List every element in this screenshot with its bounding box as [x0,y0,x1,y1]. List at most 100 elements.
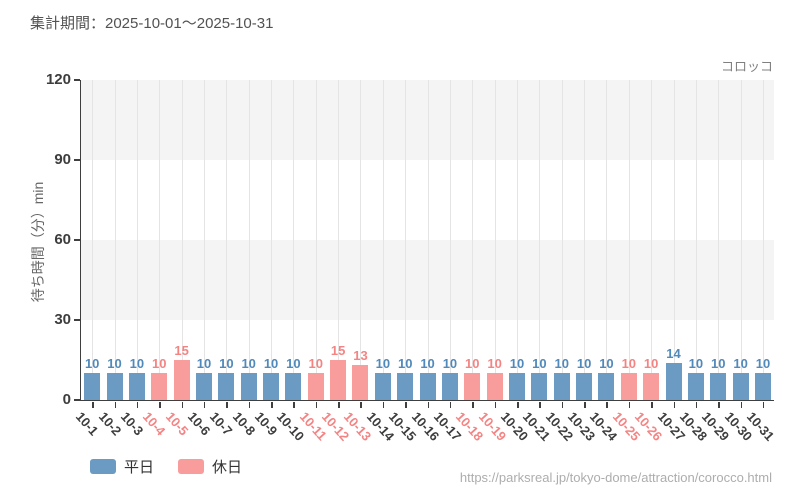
bar-10-30[interactable] [732,373,749,400]
gridline [360,80,362,400]
bar-slot: 10 10-8 [230,80,260,438]
x-axis-tick [159,401,161,408]
x-axis-tick [695,401,698,408]
bar-value-label: 10 [286,356,301,372]
legend-label-holiday: 休日 [212,459,243,476]
bar-10-8[interactable] [240,373,257,400]
bar-10-4[interactable] [151,373,168,400]
bar-slot: 10 10-18 [453,80,487,444]
bar-value-label: 10 [219,356,234,372]
bar-value-label: 10 [733,356,748,372]
bar-10-17[interactable] [441,373,458,400]
bar-10-15[interactable] [397,373,414,400]
x-axis-tick [203,401,206,408]
x-axis-tick [382,401,385,408]
bar-10-3[interactable] [128,373,145,400]
x-axis-tick [494,401,497,408]
bar-value-label: 13 [353,348,368,364]
bar-slot: 10 10-29 [699,80,732,444]
bar-10-6[interactable] [195,373,212,400]
bar-10-5[interactable] [173,360,190,400]
bar-value-label: 10 [397,356,413,372]
x-axis-tick [114,401,117,408]
gridline [405,80,407,400]
x-axis-tick [405,401,407,408]
bar-10-21[interactable] [531,373,548,400]
x-axis-tick [606,401,608,408]
gridline [427,80,429,400]
bar-10-23[interactable] [576,373,593,400]
legend-item-weekday[interactable]: 平日 [90,456,154,477]
bar-slot: 10 10-20 [498,80,531,444]
x-tick-label: 10-4 [140,409,169,439]
bar-value-label: 10 [107,356,122,372]
bar-10-24[interactable] [598,373,615,400]
gridline [293,80,295,400]
attraction-name-label: コロッコ [720,59,773,74]
gridline [494,80,496,400]
bar-10-19[interactable] [486,373,503,400]
x-tick-label: 10-8 [229,409,259,439]
bar-value-label: 10 [129,356,145,372]
bar-10-26[interactable] [643,373,660,400]
legend-swatch-weekday [90,459,116,474]
bar-10-9[interactable] [263,373,280,400]
bar-slot: 10 10-30 [721,80,755,444]
bar-10-31[interactable] [754,373,771,400]
bar-10-16[interactable] [419,373,436,400]
gridline [92,80,94,400]
bar-value-label: 15 [330,343,346,358]
y-axis-tick [74,239,80,241]
bar-slot: 10 10-3 [118,80,148,438]
bar-slot: 10 10-31 [744,80,777,444]
bar-slot: 10 10-15 [386,80,419,444]
x-axis-tick [92,401,94,408]
source-url: https://parksreal.jp/tokyo-dome/attracti… [459,470,772,485]
bar-10-10[interactable] [285,373,302,400]
bar-10-7[interactable] [218,373,235,400]
bar-10-13[interactable] [352,365,369,400]
bar-value-label: 10 [576,356,592,372]
bar-10-1[interactable] [84,373,101,400]
x-tick-label: 10-6 [184,409,214,439]
bar-10-29[interactable] [710,373,727,400]
bar-slot: 10 10-4 [140,80,170,438]
legend-item-holiday[interactable]: 休日 [178,456,242,477]
x-tick-label: 10-5 [162,409,192,439]
x-axis-tick [584,401,586,408]
bar-slot: 10 10-14 [364,80,397,444]
bar-10-14[interactable] [374,373,391,400]
bar-slot: 10 10-7 [207,80,237,438]
bar-10-2[interactable] [106,373,123,400]
x-axis-tick [449,401,452,408]
bar-10-22[interactable] [553,373,570,400]
y-tick-label: 90 [54,151,71,168]
bar-value-label: 10 [152,356,167,372]
bar-10-11[interactable] [307,373,324,400]
chart-legend: 平日 休日 [90,456,242,477]
gridline [628,80,630,400]
bar-10-28[interactable] [687,373,704,400]
bar-10-20[interactable] [509,373,525,400]
x-axis-tick [628,401,631,408]
bar-slot: 10 10-10 [274,80,308,444]
gridline [226,80,228,400]
bar-slot: 10 10-25 [610,80,643,444]
x-axis-tick [517,401,519,408]
bar-value-label: 10 [711,356,726,372]
y-tick-label: 30 [54,311,71,328]
bar-10-25[interactable] [620,373,637,400]
bar-slot: 10 10-22 [543,80,576,444]
y-tick-label: 60 [54,231,71,248]
bar-slot: 14 10-27 [654,80,688,444]
gridline [248,80,250,400]
bar-10-27[interactable] [665,362,682,400]
x-axis-tick [561,401,564,408]
bar-value-label: 10 [241,356,256,372]
bar-slot: 10 10-6 [185,80,215,438]
bar-10-12[interactable] [330,360,347,400]
bar-value-label: 15 [174,343,189,358]
x-tick-label: 10-2 [95,409,124,439]
bar-10-18[interactable] [464,373,481,400]
x-axis-tick [315,401,318,408]
